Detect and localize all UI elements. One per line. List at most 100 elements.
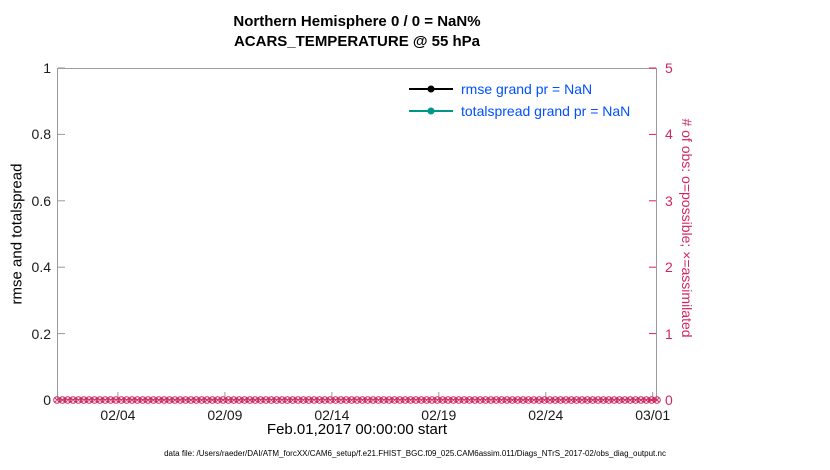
right-y-axis-label: # of obs: o=possible; ×=assimilated (679, 118, 695, 338)
obs-possible-marker (154, 396, 163, 404)
left-y-tick-label: 1 (43, 60, 51, 76)
obs-possible-marker (481, 396, 490, 404)
obs-possible-marker (449, 396, 458, 404)
obs-possible-marker (294, 396, 302, 404)
obs-possible-marker (433, 396, 442, 404)
obs-possible-marker (471, 396, 479, 404)
obs-possible-marker (112, 396, 120, 404)
obs-possible-marker (149, 396, 158, 404)
obs-possible-marker (326, 396, 335, 404)
obs-possible-marker (369, 396, 377, 404)
obs-possible-marker (551, 396, 560, 404)
obs-possible-marker (235, 396, 243, 404)
obs-possible-marker (353, 396, 361, 404)
obs-possible-marker (503, 396, 511, 404)
obs-possible-marker (342, 396, 351, 404)
left-y-tick-label: 0 (43, 392, 51, 408)
data-file-caption: data file: /Users/raeder/DAI/ATM_forcXX/… (164, 449, 666, 458)
obs-possible-marker (637, 396, 645, 404)
obs-possible-marker (631, 396, 640, 404)
obs-possible-marker (256, 396, 265, 404)
x-tick-label: 02/14 (314, 407, 350, 423)
obs-marker-row (53, 396, 661, 404)
chart-title-line1: Northern Hemisphere 0 / 0 = NaN% (233, 13, 481, 30)
x-tick-label: 03/01 (635, 407, 671, 423)
obs-possible-marker (476, 396, 485, 404)
left-y-axis-label: rmse and totalspread (8, 163, 26, 305)
obs-possible-marker (63, 396, 72, 404)
obs-possible-marker (444, 396, 452, 404)
left-y-tick-label: 0.2 (31, 325, 51, 342)
right-y-tick-label: 4 (665, 126, 673, 143)
obs-possible-marker (251, 396, 260, 404)
obs-possible-marker (583, 396, 592, 404)
obs-possible-marker (428, 396, 436, 404)
totalspread-line-swatch (409, 107, 453, 115)
right-y-tick-label: 3 (665, 192, 673, 209)
x-axis-label: Feb.01,2017 00:00:00 start (266, 421, 448, 438)
obs-possible-marker (138, 396, 147, 404)
legend-item-totalspread: totalspread grand pr = NaN (409, 100, 630, 122)
x-tick-label: 02/24 (528, 407, 564, 423)
obs-possible-marker (454, 396, 463, 404)
obs-possible-marker (203, 396, 211, 404)
obs-possible-marker (379, 396, 388, 404)
obs-possible-marker (229, 396, 238, 404)
obs-possible-marker (540, 396, 549, 404)
chart-title-line2: ACARS_TEMPERATURE @ 55 hPa (233, 33, 481, 50)
obs-possible-marker (85, 396, 93, 404)
legend-label-totalspread: totalspread grand pr = NaN (461, 103, 631, 119)
obs-possible-marker (524, 396, 533, 404)
obs-possible-marker (101, 396, 110, 404)
obs-possible-marker (106, 396, 115, 404)
obs-possible-marker (626, 396, 635, 404)
obs-possible-marker (79, 396, 88, 404)
obs-possible-marker (321, 396, 329, 404)
obs-possible-marker (535, 396, 543, 404)
obs-possible-marker (572, 396, 581, 404)
obs-possible-marker (406, 396, 415, 404)
right-y-tick-label: 5 (665, 60, 673, 76)
obs-possible-marker (315, 396, 324, 404)
totalspread-marker-dot (427, 107, 435, 115)
obs-possible-marker (653, 396, 661, 404)
obs-possible-marker (96, 396, 104, 404)
obs-possible-marker (422, 396, 431, 404)
obs-possible-marker (213, 396, 222, 404)
obs-possible-marker (331, 396, 340, 404)
obs-possible-marker (171, 396, 179, 404)
obs-possible-marker (74, 396, 83, 404)
obs-possible-marker (337, 396, 345, 404)
obs-possible-marker (642, 396, 651, 404)
obs-possible-marker (144, 396, 152, 404)
obs-possible-marker (240, 396, 249, 404)
obs-possible-marker (615, 396, 624, 404)
obs-possible-marker (187, 396, 195, 404)
obs-possible-marker (53, 396, 61, 404)
obs-possible-marker (465, 396, 474, 404)
x-tick-label: 02/09 (207, 407, 243, 423)
obs-assimilated-markers (54, 397, 660, 403)
obs-possible-marker (562, 396, 570, 404)
legend-label-rmse: rmse grand pr = NaN (461, 81, 593, 97)
obs-possible-marker (438, 396, 447, 404)
obs-possible-marker (181, 396, 190, 404)
obs-possible-marker (604, 396, 613, 404)
obs-possible-marker (304, 396, 313, 404)
obs-possible-marker (160, 396, 168, 404)
obs-possible-marker (621, 396, 629, 404)
obs-possible-marker (588, 396, 597, 404)
obs-possible-marker (310, 396, 318, 404)
obs-possible-marker (176, 396, 185, 404)
obs-possible-marker (385, 396, 393, 404)
obs-possible-marker (578, 396, 586, 404)
obs-possible-marker (508, 396, 517, 404)
obs-possible-marker (647, 396, 656, 404)
obs-possible-marker (519, 396, 527, 404)
obs-possible-marker (460, 396, 468, 404)
obs-possible-marker (487, 396, 495, 404)
obs-possible-marker (374, 396, 383, 404)
obs-possible-marker (262, 396, 270, 404)
legend-item-rmse: rmse grand pr = NaN (409, 78, 630, 100)
